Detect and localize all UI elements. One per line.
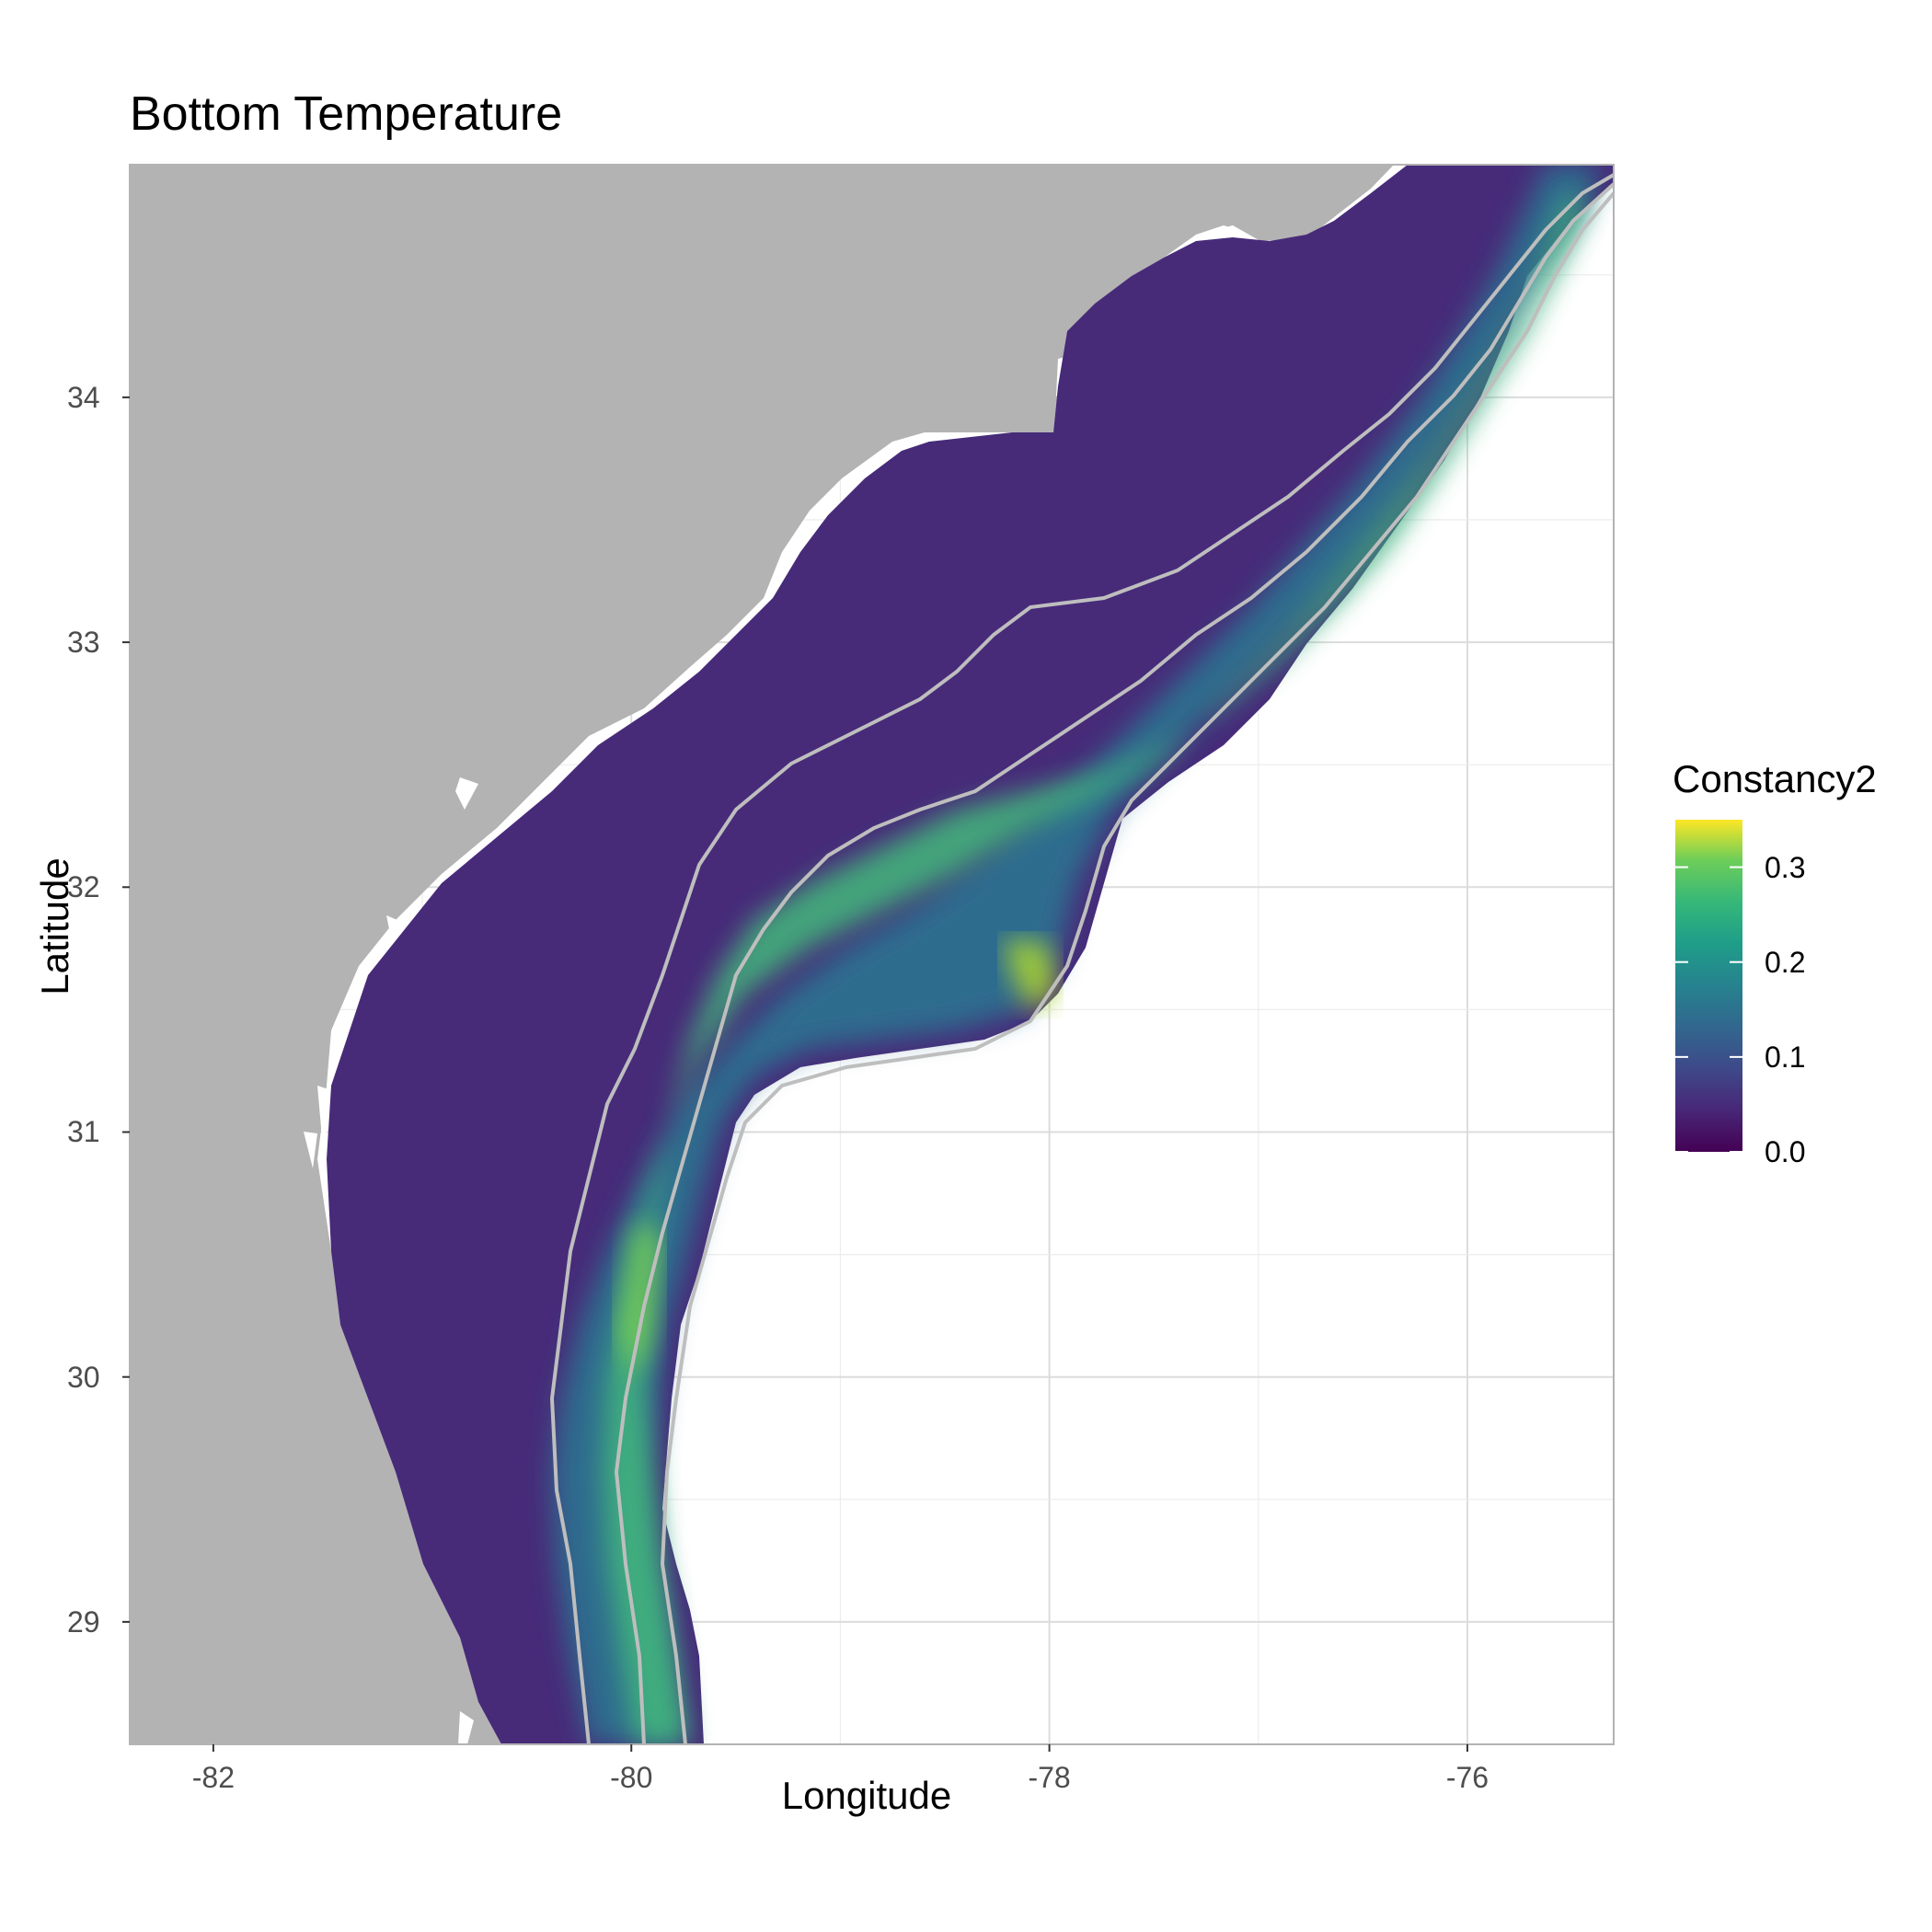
habitat-raster-peak [1003, 938, 1058, 1012]
legend-label: 0.2 [1765, 945, 1806, 979]
y-tick-label: 34 [67, 380, 100, 414]
axis-ticks [122, 396, 1468, 1752]
legend-ticks [1675, 866, 1742, 1153]
legend-label: 0.1 [1765, 1040, 1806, 1074]
x-tick-label: -80 [610, 1761, 653, 1794]
legend-colorbar [1675, 820, 1742, 1152]
habitat-raster-slope [552, 165, 1601, 1744]
panel-border [129, 164, 1615, 1745]
legend-label: 0.0 [1765, 1135, 1806, 1168]
x-axis-title: Longitude [781, 1774, 952, 1817]
x-tick-label: -76 [1445, 1761, 1489, 1794]
legend-label: 0.3 [1765, 850, 1806, 884]
y-tick-label: 29 [67, 1604, 100, 1639]
y-tick-label: 32 [67, 870, 100, 904]
y-tick-label: 31 [67, 1115, 100, 1149]
y-tick-label: 30 [67, 1360, 100, 1394]
land-area [130, 165, 1394, 1744]
habitat-raster-peak-south [616, 1224, 662, 1380]
y-tick-label: 33 [67, 626, 100, 660]
map-title: Bottom Temperature [130, 87, 563, 141]
legend-title: Constancy2 [1673, 757, 1877, 800]
x-tick-label: -78 [1028, 1761, 1071, 1794]
x-tick-label: -82 [191, 1761, 235, 1794]
depth-contours [549, 173, 1614, 1744]
